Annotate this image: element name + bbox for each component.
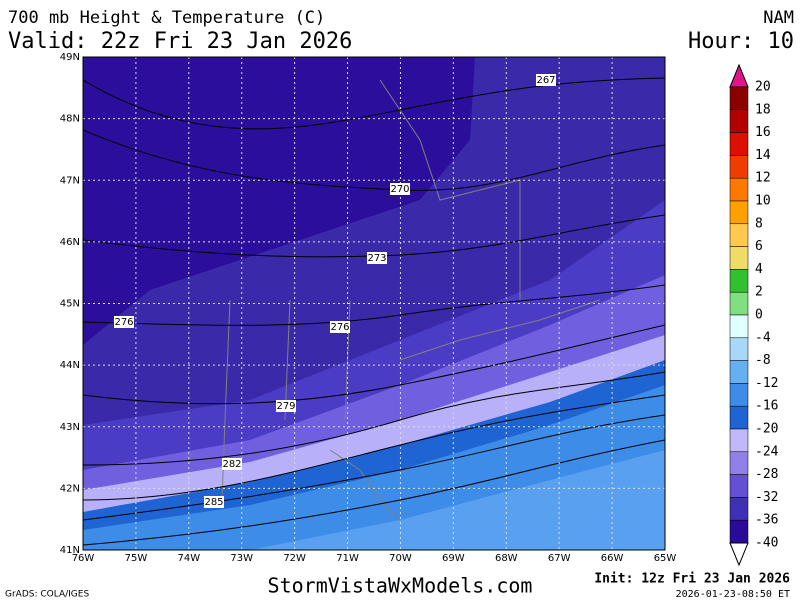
contour-label: 276 bbox=[114, 317, 133, 328]
lat-label: 46N bbox=[60, 237, 80, 248]
colorbar-box bbox=[729, 360, 749, 384]
lon-label: 68W bbox=[495, 553, 518, 564]
contour-label-box bbox=[276, 400, 296, 412]
lat-label: 42N bbox=[60, 483, 80, 494]
colorbar-label: -40 bbox=[755, 536, 778, 551]
colorbar-label: 10 bbox=[755, 194, 771, 209]
graticule bbox=[83, 57, 665, 550]
contour-label: 276 bbox=[330, 322, 349, 333]
contour-label-box bbox=[222, 458, 242, 470]
colorbar-box bbox=[729, 497, 749, 521]
lon-label: 65W bbox=[654, 553, 677, 564]
contour-label-box bbox=[367, 252, 387, 264]
lon-label: 70W bbox=[389, 553, 412, 564]
colorbar-box bbox=[729, 177, 749, 202]
lat-label: 44N bbox=[60, 360, 80, 371]
colorbar-label: 0 bbox=[755, 308, 763, 323]
colorbar-label: -4 bbox=[755, 330, 771, 345]
lon-label: 67W bbox=[548, 553, 571, 564]
lon-label: 75W bbox=[125, 553, 148, 564]
colorbar-label: -20 bbox=[755, 422, 778, 437]
colorbar-label: -32 bbox=[755, 490, 778, 505]
contour-label: 270 bbox=[390, 184, 409, 195]
colorbar-label: -16 bbox=[755, 399, 778, 414]
contour-label-box bbox=[390, 183, 410, 195]
contour-label: 267 bbox=[536, 75, 555, 86]
lat-label: 48N bbox=[60, 114, 80, 125]
colorbar-box bbox=[729, 451, 749, 475]
colorbar-label: -24 bbox=[755, 444, 779, 459]
lon-label: 76W bbox=[72, 553, 95, 564]
lat-label: 43N bbox=[60, 422, 80, 433]
contour-label-box bbox=[536, 74, 556, 86]
site: StormVistaWxModels.com bbox=[268, 574, 533, 598]
colorbar-box bbox=[729, 86, 749, 111]
timestamp: 2026-01-23-08:50 ET bbox=[676, 589, 790, 600]
lon-label: 71W bbox=[336, 553, 359, 564]
contour-label: 285 bbox=[204, 497, 223, 508]
forecast-hour: Hour: 10 bbox=[688, 29, 794, 54]
contour-label-box bbox=[330, 321, 350, 333]
colorbar-label: -12 bbox=[755, 376, 778, 391]
colorbar-box bbox=[729, 337, 749, 361]
map-frame bbox=[82, 56, 666, 551]
colorbar-box bbox=[729, 200, 749, 225]
colorbar-box bbox=[729, 519, 749, 544]
contour-label-box bbox=[204, 496, 224, 508]
contour-label: 273 bbox=[367, 253, 386, 264]
lon-label: 72W bbox=[283, 553, 306, 564]
colorbar-label: 8 bbox=[755, 216, 763, 231]
colorbar-box bbox=[729, 246, 749, 270]
contour-label-box bbox=[114, 316, 134, 328]
borders bbox=[221, 79, 601, 521]
colorbar-label: 12 bbox=[755, 171, 771, 186]
colorbar-box bbox=[729, 269, 749, 293]
colorbar-box bbox=[729, 314, 749, 339]
lon-label: 74W bbox=[178, 553, 201, 564]
init-time: Init: 12z Fri 23 Jan 2026 bbox=[594, 572, 790, 587]
model: NAM bbox=[763, 8, 794, 28]
colorbar-box bbox=[729, 223, 749, 247]
lat-label: 49N bbox=[60, 52, 80, 63]
colorbar-box bbox=[729, 405, 749, 430]
credit: GrADS: COLA/IGES bbox=[5, 590, 89, 600]
colorbar-top bbox=[729, 63, 749, 88]
title: 700 mb Height & Temperature (C) bbox=[8, 8, 325, 28]
lon-label: 69W bbox=[442, 553, 465, 564]
colorbar-box bbox=[729, 428, 749, 453]
contour-label: 279 bbox=[276, 401, 295, 412]
lon-label: 73W bbox=[230, 553, 253, 564]
contour-label: 282 bbox=[222, 459, 241, 470]
valid-time: Valid: 22z Fri 23 Jan 2026 bbox=[8, 29, 352, 54]
colorbar-box bbox=[729, 383, 749, 407]
colorbar-box bbox=[729, 474, 749, 498]
colorbar-label: 6 bbox=[755, 239, 763, 254]
colorbar-label: 16 bbox=[755, 125, 771, 140]
lat-label: 47N bbox=[60, 175, 80, 186]
lon-label: 66W bbox=[601, 553, 624, 564]
colorbar-label: -28 bbox=[755, 467, 778, 482]
colorbar-label: -8 bbox=[755, 353, 771, 368]
colorbar-bottom bbox=[729, 542, 749, 567]
colorbar-label: 20 bbox=[755, 80, 771, 95]
colorbar-box bbox=[729, 291, 749, 316]
lat-label: 45N bbox=[60, 299, 80, 310]
colorbar-label: 2 bbox=[755, 285, 763, 300]
colorbar-label: 18 bbox=[755, 102, 771, 117]
colorbar-box bbox=[729, 109, 749, 133]
colorbar-box bbox=[729, 132, 749, 156]
colorbar-label: -36 bbox=[755, 513, 778, 528]
colorbar-label: 14 bbox=[755, 148, 771, 163]
colorbar-label: 4 bbox=[755, 262, 763, 277]
lat-label: 41N bbox=[60, 545, 80, 556]
colorbar-box bbox=[729, 155, 749, 179]
